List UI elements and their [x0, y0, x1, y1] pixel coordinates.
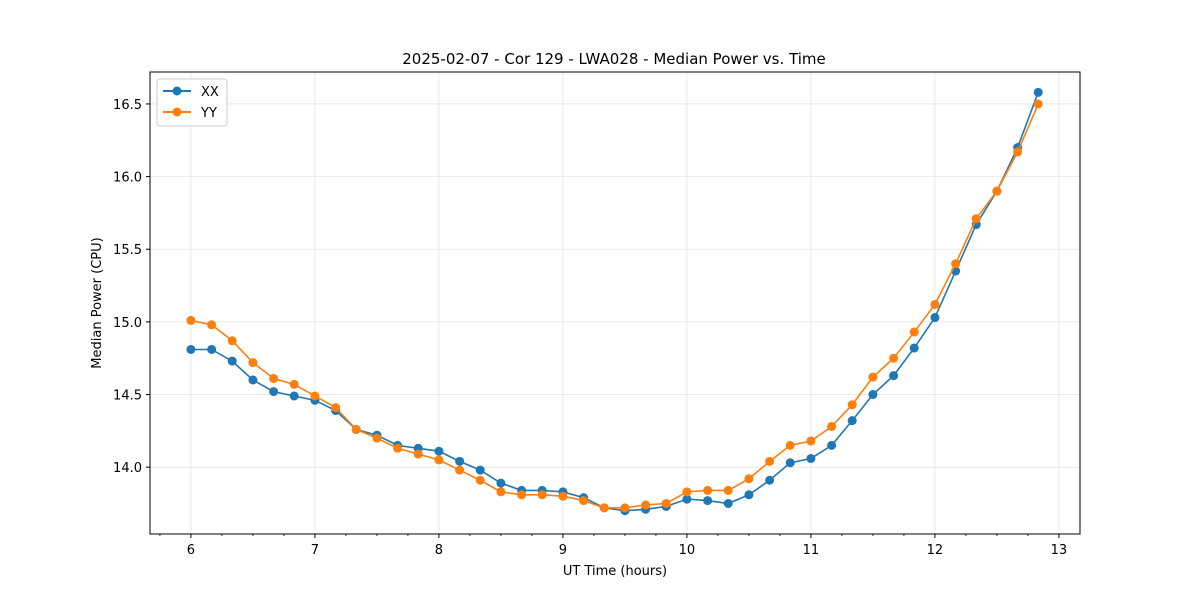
data-point-yy [951, 259, 961, 269]
y-tick-label: 16.0 [113, 171, 142, 186]
data-point-yy [372, 433, 382, 443]
x-tick-label: 9 [559, 543, 567, 558]
series-layer [186, 87, 1043, 516]
data-point-yy [723, 485, 733, 495]
data-point-yy [1013, 147, 1023, 157]
data-point-yy [289, 379, 299, 389]
data-point-xx [765, 475, 775, 485]
data-point-yy [889, 353, 899, 363]
data-point-yy [930, 299, 940, 309]
data-point-xx [207, 344, 217, 354]
legend-marker-xx [172, 86, 182, 96]
data-point-yy [227, 336, 237, 346]
y-tick-label: 14.0 [113, 461, 142, 476]
legend-label-xx: XX [201, 85, 219, 100]
grid [150, 72, 1080, 534]
y-tick-label: 16.5 [113, 98, 142, 113]
data-point-xx [703, 496, 713, 506]
data-point-xx [248, 375, 258, 385]
data-point-yy [269, 374, 279, 384]
data-point-yy [310, 391, 320, 401]
y-tick-label: 15.0 [113, 316, 142, 331]
series-line-yy [190, 103, 1039, 509]
data-point-xx [744, 490, 754, 500]
data-point-xx [847, 416, 857, 426]
data-point-xx [186, 344, 196, 354]
data-point-yy [475, 475, 485, 485]
x-tick-label: 12 [927, 543, 944, 558]
x-tick-label: 10 [679, 543, 696, 558]
x-tick-label: 13 [1051, 543, 1068, 558]
data-point-yy [599, 503, 609, 513]
data-point-xx [289, 391, 299, 401]
x-axis-label: UT Time (hours) [563, 564, 667, 579]
data-point-yy [434, 455, 444, 465]
data-point-xx [827, 440, 837, 450]
data-point-yy [186, 315, 196, 325]
x-tick-label: 6 [187, 543, 195, 558]
data-point-yy [558, 491, 568, 501]
data-point-yy [971, 214, 981, 224]
data-point-xx [455, 456, 465, 466]
y-tick-label: 15.5 [113, 243, 142, 258]
data-point-yy [744, 474, 754, 484]
data-point-xx [227, 356, 237, 366]
data-point-yy [641, 500, 651, 510]
legend-marker-yy [172, 107, 182, 117]
y-tick-label: 14.5 [113, 389, 142, 404]
data-point-yy [806, 436, 816, 446]
data-point-yy [703, 485, 713, 495]
data-point-yy [765, 456, 775, 466]
data-point-xx [723, 498, 733, 508]
data-point-yy [1033, 99, 1043, 109]
data-point-xx [1033, 87, 1043, 97]
data-point-yy [248, 358, 258, 368]
series-line-xx [190, 92, 1039, 512]
data-point-yy [351, 424, 361, 434]
data-point-xx [475, 465, 485, 475]
x-tick-label: 7 [311, 543, 319, 558]
data-point-yy [847, 400, 857, 410]
legend-label-yy: YY [200, 106, 217, 121]
data-point-xx [930, 313, 940, 323]
y-axis-label: Median Power (CPU) [90, 237, 105, 368]
data-point-yy [992, 186, 1002, 196]
data-point-yy [413, 449, 423, 459]
data-point-yy [909, 327, 919, 337]
data-point-yy [868, 372, 878, 382]
data-point-yy [455, 465, 465, 475]
data-point-yy [785, 440, 795, 450]
plot-frame [149, 71, 1081, 535]
data-point-xx [496, 478, 506, 488]
data-point-xx [889, 371, 899, 381]
data-point-yy [496, 487, 506, 497]
data-point-xx [785, 458, 795, 468]
axis-ticks: 6 7 8 9 10 11 12 13 14.0 14.5 15.0 15.5 16.0 16.5 [113, 98, 1067, 558]
data-point-xx [682, 494, 692, 504]
data-point-xx [434, 446, 444, 456]
data-point-xx [269, 387, 279, 397]
data-point-yy [331, 403, 341, 413]
data-point-yy [661, 498, 671, 508]
legend: XX YY [156, 78, 228, 127]
data-point-yy [620, 503, 630, 513]
x-tick-label: 8 [435, 543, 443, 558]
data-point-yy [682, 487, 692, 497]
data-point-yy [207, 320, 217, 330]
x-tick-label: 11 [803, 543, 820, 558]
data-point-yy [827, 421, 837, 431]
data-point-yy [393, 443, 403, 453]
data-point-yy [537, 490, 547, 500]
data-point-xx [909, 343, 919, 353]
data-point-xx [868, 390, 878, 400]
chart-title: 2025-02-07 - Cor 129 - LWA028 - Median P… [402, 50, 826, 68]
data-point-yy [517, 490, 527, 500]
data-point-xx [806, 453, 816, 463]
data-point-yy [579, 496, 589, 506]
